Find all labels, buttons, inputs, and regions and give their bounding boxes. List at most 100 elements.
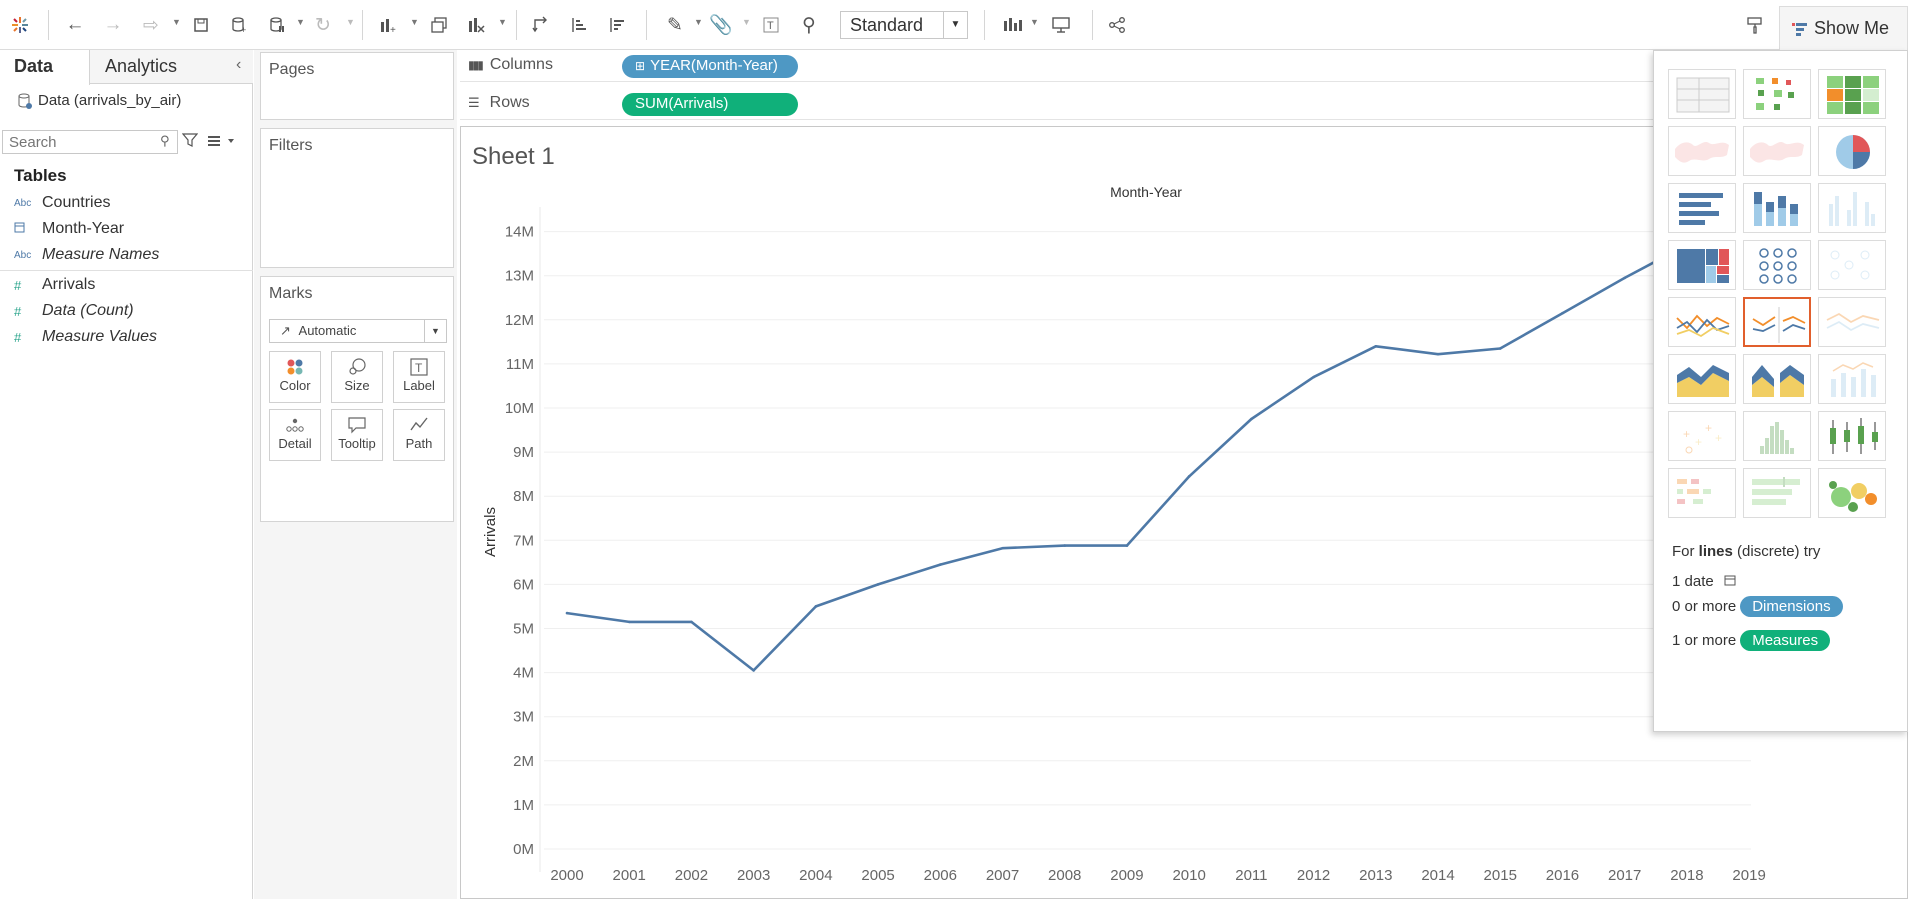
sort-ascending-icon[interactable] (566, 12, 592, 38)
filters-card[interactable]: Filters (260, 128, 454, 268)
tab-data[interactable]: Data (0, 50, 90, 85)
rows-pill[interactable]: SUM(Arrivals) (622, 93, 798, 116)
save-icon[interactable] (188, 12, 214, 38)
show-me-area-discrete-icon[interactable] (1743, 354, 1811, 404)
field-month-year[interactable]: Month-Year (14, 220, 124, 238)
detail-button[interactable]: Detail (269, 409, 321, 461)
data-point[interactable] (876, 583, 880, 586)
field-countries[interactable]: Abc Countries (14, 194, 110, 212)
tab-analytics[interactable]: Analytics (105, 56, 178, 76)
show-me-dual-combination-icon[interactable] (1818, 354, 1886, 404)
data-point[interactable] (1063, 544, 1067, 547)
undo-icon[interactable]: ← (65, 14, 85, 35)
duplicate-icon[interactable] (426, 12, 452, 38)
data-point[interactable] (627, 620, 631, 624)
view-size-select[interactable]: Standard ▼ (840, 11, 968, 39)
show-me-pie-chart-icon[interactable] (1818, 126, 1886, 176)
replay-icon[interactable]: ⇨ (143, 14, 159, 36)
field-measure-names[interactable]: Abc Measure Names (14, 246, 159, 264)
data-point[interactable] (1498, 347, 1502, 350)
data-point[interactable] (1312, 375, 1315, 379)
data-point[interactable] (752, 669, 755, 672)
show-me-highlight-table-icon[interactable] (1818, 69, 1886, 119)
data-point[interactable] (1001, 546, 1004, 550)
data-series[interactable] (565, 243, 1689, 672)
chart-size-icon[interactable] (1000, 12, 1026, 38)
columns-pill[interactable]: ⊞ YEAR(Month-Year) (622, 55, 798, 78)
show-me-scatter-plot-icon[interactable]: + + + + (1668, 411, 1736, 461)
sort-descending-icon[interactable] (604, 12, 630, 38)
group-dropdown-icon[interactable]: ▼ (742, 17, 751, 27)
collapse-pane-icon[interactable]: ‹ (236, 56, 242, 73)
show-me-button[interactable]: Show Me (1779, 6, 1908, 50)
chart-size-dropdown-icon[interactable]: ▼ (1030, 17, 1039, 27)
brush-icon[interactable] (1742, 12, 1768, 38)
show-me-packed-bubbles-icon[interactable] (1818, 468, 1886, 518)
show-me-gantt-icon[interactable] (1668, 468, 1736, 518)
new-worksheet-dropdown-icon[interactable]: ▼ (410, 17, 419, 27)
data-point[interactable] (1623, 276, 1626, 280)
size-button[interactable]: Size (331, 351, 383, 403)
group-icon[interactable]: 📎 (709, 15, 733, 36)
show-me-heat-map-icon[interactable] (1743, 69, 1811, 119)
series-line[interactable] (566, 243, 1688, 672)
pin-icon[interactable]: ⚲ (802, 14, 816, 36)
show-me-continuous-lines-icon[interactable] (1668, 297, 1736, 347)
pause-updates-icon[interactable] (264, 12, 290, 38)
show-me-histogram-icon[interactable] (1743, 411, 1811, 461)
data-point[interactable] (1250, 417, 1253, 421)
path-button[interactable]: Path (393, 409, 445, 461)
refresh-dropdown-icon[interactable]: ▼ (346, 17, 355, 27)
show-me-text-table-icon[interactable] (1668, 69, 1736, 119)
share-icon[interactable] (1104, 12, 1130, 38)
data-point[interactable] (690, 620, 693, 624)
show-me-side-by-side-circles-icon[interactable] (1818, 240, 1886, 290)
datasource-name[interactable]: Data (arrivals_by_air) (38, 92, 182, 109)
color-button[interactable]: Color (269, 351, 321, 403)
search-input[interactable] (2, 130, 178, 154)
tooltip-button[interactable]: Tooltip (331, 409, 383, 461)
show-me-box-and-whisker-icon[interactable] (1818, 411, 1886, 461)
label-button[interactable]: T Label (393, 351, 445, 403)
pause-dropdown-icon[interactable]: ▼ (296, 17, 305, 27)
field-measure-values[interactable]: # Measure Values (14, 328, 157, 346)
clear-dropdown-icon[interactable]: ▼ (498, 17, 507, 27)
highlight-dropdown-icon[interactable]: ▼ (694, 17, 703, 27)
clear-icon[interactable] (464, 12, 490, 38)
redo-icon[interactable]: → (103, 14, 123, 35)
show-me-dual-lines-icon[interactable] (1818, 297, 1886, 347)
new-worksheet-icon[interactable]: + (376, 12, 402, 38)
data-point[interactable] (1561, 311, 1564, 315)
show-me-treemap-icon[interactable] (1668, 240, 1736, 290)
filter-icon[interactable] (181, 132, 199, 152)
data-point[interactable] (814, 605, 818, 608)
data-point[interactable] (938, 563, 942, 566)
show-me-circle-view-icon[interactable] (1743, 240, 1811, 290)
show-me-bullet-graph-icon[interactable] (1743, 468, 1811, 518)
field-data-count[interactable]: # Data (Count) (14, 302, 134, 320)
presentation-icon[interactable] (1048, 12, 1074, 38)
show-me-area-continuous-icon[interactable] (1668, 354, 1736, 404)
show-me-symbol-map-icon[interactable] (1668, 126, 1736, 176)
data-point[interactable] (1436, 352, 1440, 356)
tableau-logo-icon[interactable] (8, 12, 32, 38)
show-me-filled-map-icon[interactable] (1743, 126, 1811, 176)
show-me-discrete-lines-icon[interactable] (1743, 297, 1811, 347)
show-me-horizontal-bars-icon[interactable] (1668, 183, 1736, 233)
data-point[interactable] (565, 611, 569, 615)
highlight-icon[interactable]: ✎ (667, 14, 683, 36)
show-me-stacked-bars-icon[interactable] (1743, 183, 1811, 233)
replay-dropdown-icon[interactable]: ▼ (172, 17, 181, 27)
data-point[interactable] (1125, 544, 1129, 547)
swap-icon[interactable] (528, 12, 554, 38)
new-datasource-icon[interactable]: + (226, 12, 252, 38)
field-arrivals[interactable]: # Arrivals (14, 276, 95, 294)
show-me-side-by-side-bars-icon[interactable] (1818, 183, 1886, 233)
view-options-icon[interactable] (208, 134, 236, 151)
refresh-icon[interactable]: ↻ (315, 14, 331, 36)
mark-type-select[interactable]: ↗ Automatic ▼ (269, 319, 447, 343)
label-icon[interactable]: T (758, 12, 784, 38)
data-point[interactable] (1187, 475, 1191, 478)
data-point[interactable] (1374, 344, 1378, 348)
pages-card[interactable]: Pages (260, 52, 454, 120)
